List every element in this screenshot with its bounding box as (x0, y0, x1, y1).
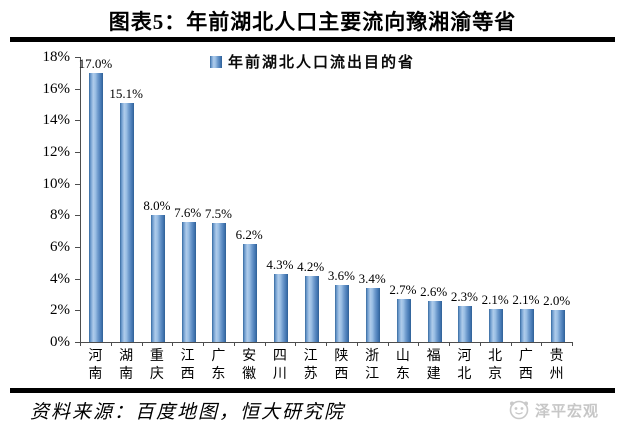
bar-value-label: 15.1% (109, 85, 143, 101)
bar-陕西 (335, 285, 350, 342)
x-axis-label-江苏: 江苏 (303, 349, 318, 382)
x-axis-label-四川: 四川 (272, 349, 287, 382)
bar-北京 (489, 308, 504, 342)
source-note: 资料来源：百度地图，恒大研究院 (30, 402, 346, 423)
bar-value-label: 4.2% (297, 258, 325, 274)
bar-广东 (212, 223, 227, 342)
x-axis-tick (233, 342, 235, 346)
bar-value-label: 3.4% (358, 271, 386, 287)
page-title: 图表5：年前湖北人口主要流向豫湘渝等省 (108, 10, 517, 34)
x-axis-label-贵州: 贵州 (549, 349, 564, 382)
x-axis-label-山东: 山东 (395, 349, 410, 382)
x-axis-tick (510, 342, 512, 346)
bar-value-label: 17.0% (78, 55, 113, 71)
bar-河南 (89, 72, 104, 342)
bar-重庆 (150, 215, 165, 342)
y-axis-label: 0% (50, 334, 70, 350)
bar-value-label: 8.0% (143, 198, 171, 214)
y-axis-label: 18% (42, 49, 71, 65)
x-axis-tick (541, 342, 543, 346)
x-axis-tick (479, 342, 481, 346)
bar-value-label: 2.3% (450, 288, 478, 304)
bar-江苏 (304, 275, 319, 342)
bar-value-label: 2.1% (481, 291, 509, 307)
y-axis-tick (75, 183, 80, 185)
zeping-logo-icon (509, 400, 529, 420)
bar-value-label: 2.7% (389, 282, 417, 298)
x-axis-label-福建: 福建 (426, 349, 441, 382)
x-axis-label-广东: 广东 (211, 349, 226, 382)
x-axis-tick (110, 342, 112, 346)
y-axis-label: 8% (50, 207, 70, 224)
y-axis-tick (75, 310, 80, 312)
bar-河北 (458, 305, 473, 342)
bar-山东 (396, 299, 411, 342)
brand-watermark: 泽平宏观 (508, 399, 599, 421)
y-axis-label: 4% (50, 270, 70, 287)
x-axis-label-河南: 河南 (88, 349, 103, 382)
brand-name: 泽平宏观 (535, 402, 600, 420)
x-axis-label-北京: 北京 (488, 349, 503, 382)
bar-value-label: 7.5% (204, 206, 232, 222)
y-axis-tick (75, 88, 80, 90)
x-axis-tick (572, 342, 573, 346)
y-axis-tick (75, 247, 80, 248)
y-axis-label: 6% (50, 239, 70, 255)
bar-安徽 (243, 243, 258, 342)
y-axis-label: 2% (50, 302, 70, 319)
x-axis-tick (387, 342, 389, 346)
x-axis-tick (264, 342, 266, 346)
chart-legend: 年前湖北人口流出目的省 (0, 51, 625, 72)
bar-贵州 (550, 310, 565, 342)
x-axis-label-重庆: 重庆 (149, 349, 164, 382)
x-axis-label-河北: 河北 (457, 349, 472, 382)
bar-value-label: 3.6% (327, 268, 355, 283)
bar-湖南 (120, 102, 135, 342)
x-axis-label-陕西: 陕西 (334, 349, 349, 382)
y-axis-tick (75, 215, 80, 217)
y-axis-tick (75, 342, 80, 343)
y-axis-tick (75, 278, 80, 280)
x-axis-tick (203, 342, 204, 346)
bar-value-label: 2.1% (512, 291, 540, 307)
x-axis-tick (326, 342, 327, 346)
y-axis-label: 14% (42, 112, 71, 129)
title-divider (10, 37, 615, 42)
bar-value-label: 7.6% (174, 204, 202, 220)
y-axis-tick (75, 152, 80, 153)
plot-area (80, 57, 573, 343)
x-axis-tick (172, 342, 174, 346)
x-axis-tick (356, 342, 358, 346)
x-axis-tick (80, 342, 81, 346)
y-axis-tick (75, 57, 80, 58)
bar-福建 (427, 300, 442, 342)
legend-swatch-icon (209, 55, 222, 68)
x-axis-label-广西: 广西 (518, 349, 533, 382)
x-axis-label-湖南: 湖南 (119, 349, 134, 382)
y-axis-tick (75, 120, 80, 122)
x-axis-label-浙江: 浙江 (365, 349, 380, 382)
x-axis-label-安徽: 安徽 (242, 349, 257, 382)
x-axis-tick (141, 342, 143, 346)
legend-label: 年前湖北人口流出目的省 (227, 55, 415, 71)
x-axis-tick (449, 342, 450, 346)
x-axis-tick (418, 342, 420, 346)
bar-value-label: 2.0% (543, 293, 571, 309)
bar-value-label: 2.6% (420, 283, 448, 299)
bar-浙江 (366, 288, 381, 342)
footer-divider (10, 388, 615, 393)
y-axis-label: 10% (42, 175, 71, 192)
y-axis-label: 16% (42, 80, 71, 97)
bar-江西 (181, 221, 196, 342)
bar-value-label: 4.3% (266, 256, 294, 272)
bar-四川 (273, 273, 288, 342)
bar-广西 (519, 308, 534, 342)
y-axis-label: 12% (42, 144, 71, 160)
x-axis-tick (295, 342, 297, 346)
bar-value-label: 6.2% (235, 226, 263, 242)
x-axis-label-江西: 江西 (180, 349, 195, 382)
